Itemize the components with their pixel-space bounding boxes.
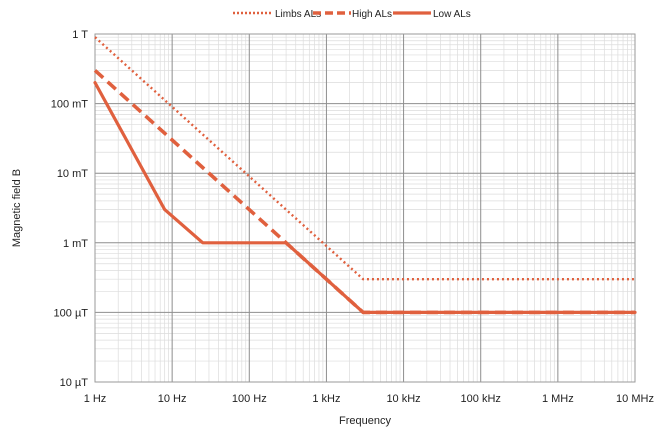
x-tick-label: 100 kHz — [461, 393, 501, 405]
y-tick-label: 100 µT — [54, 307, 89, 319]
x-tick-label: 10 Hz — [158, 393, 187, 405]
plot-background — [95, 34, 635, 382]
legend: Limbs ALs High ALs Low ALs — [233, 9, 471, 20]
x-tick-labels: 1 Hz 10 Hz 100 Hz 1 kHz 10 kHz 100 kHz 1 MHz 10… — [84, 393, 654, 405]
x-tick-label: 10 kHz — [386, 393, 420, 405]
series-line-limbs-als — [94, 36, 635, 281]
y-tick-label: 100 mT — [51, 99, 89, 111]
x-tick-label: 1 kHz — [312, 393, 340, 405]
minor-grid — [95, 34, 635, 382]
y-tick-label: 1 mT — [63, 238, 88, 250]
x-axis-title: Frequency — [339, 415, 391, 427]
y-tick-labels: 1 T 100 mT 10 mT 1 mT 100 µT 10 µT — [51, 29, 89, 389]
y-tick-label: 1 T — [72, 29, 88, 41]
series-layer — [93, 36, 637, 315]
legend-label: Low ALs — [433, 9, 471, 20]
y-tick-label: 10 µT — [60, 377, 89, 389]
legend-label: High ALs — [352, 9, 392, 20]
y-axis-title: Magnetic field B — [11, 169, 23, 247]
x-tick-label: 1 MHz — [542, 393, 574, 405]
x-tick-label: 100 Hz — [232, 393, 267, 405]
x-tick-label: 1 Hz — [84, 393, 107, 405]
plot-border — [94, 33, 636, 383]
x-tick-label: 10 MHz — [616, 393, 654, 405]
legend-label: Limbs ALs — [275, 9, 321, 20]
series-line-low-als — [93, 81, 637, 314]
y-tick-label: 10 mT — [57, 168, 88, 180]
